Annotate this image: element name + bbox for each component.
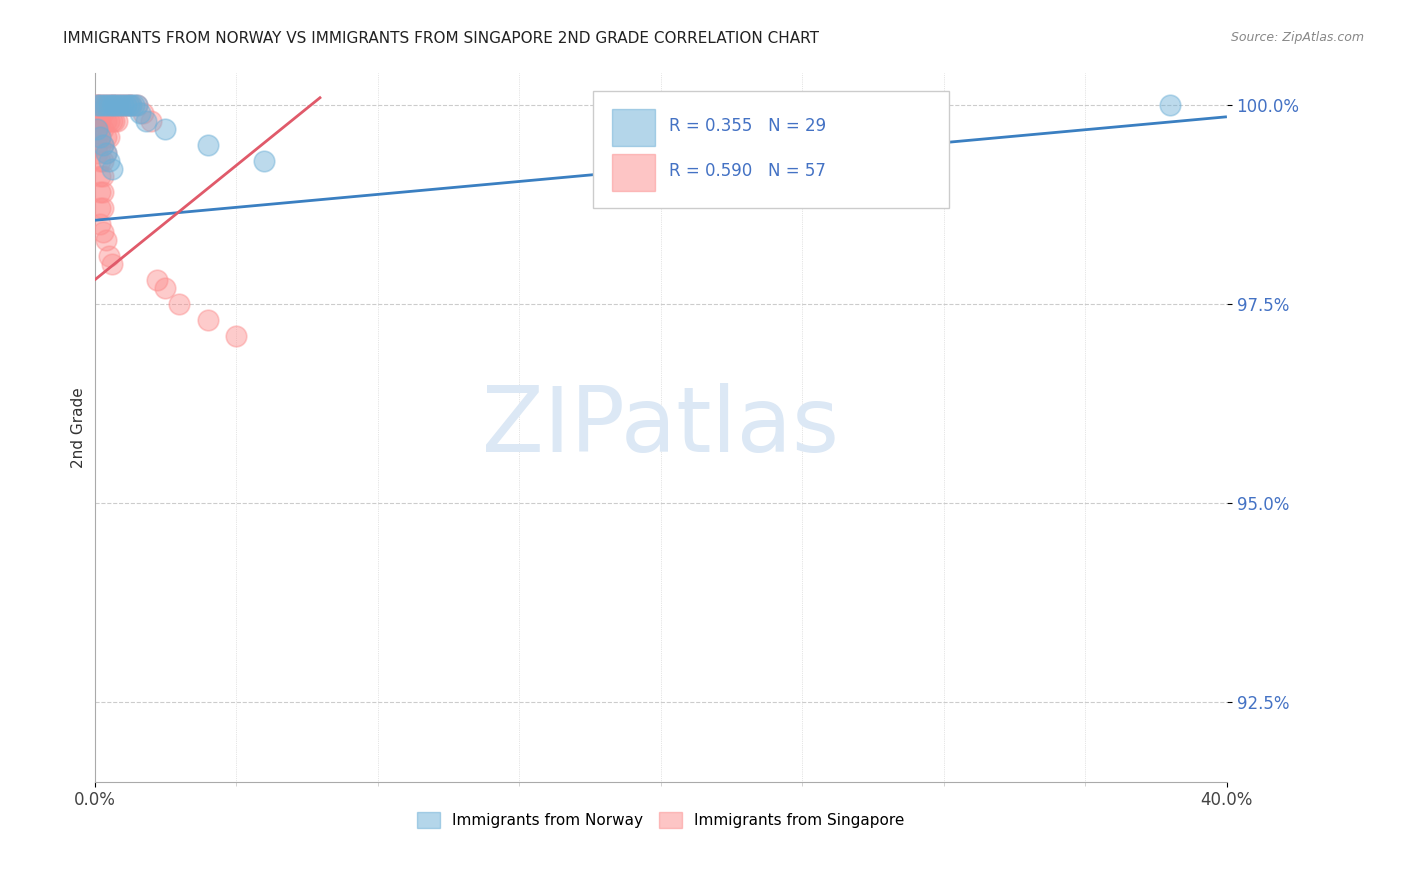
Point xyxy=(94,98,117,112)
Point xyxy=(593,98,616,112)
Y-axis label: 2nd Grade: 2nd Grade xyxy=(72,387,86,467)
Point xyxy=(103,98,125,112)
Legend: Immigrants from Norway, Immigrants from Singapore: Immigrants from Norway, Immigrants from … xyxy=(411,806,910,834)
Point xyxy=(120,98,142,112)
Point xyxy=(91,121,114,136)
Point xyxy=(94,113,117,128)
Point xyxy=(131,105,153,120)
Point xyxy=(86,105,108,120)
Point xyxy=(108,98,131,112)
Bar xyxy=(612,154,655,191)
Point xyxy=(876,98,898,112)
Point xyxy=(89,113,111,128)
Point xyxy=(89,129,111,144)
Point xyxy=(97,98,120,112)
Point xyxy=(103,98,125,112)
Point xyxy=(155,281,177,295)
Point xyxy=(100,113,122,128)
Point xyxy=(89,98,111,112)
Point xyxy=(122,98,145,112)
Point xyxy=(141,113,163,128)
Point xyxy=(89,129,111,144)
Point xyxy=(86,145,108,160)
Point xyxy=(105,98,128,112)
Point xyxy=(105,113,128,128)
Point xyxy=(114,98,136,112)
Point xyxy=(111,98,134,112)
Point xyxy=(89,202,111,216)
Point xyxy=(169,297,191,311)
Point xyxy=(100,257,122,271)
Point xyxy=(197,137,219,152)
Point xyxy=(89,217,111,231)
Point xyxy=(97,129,120,144)
Point xyxy=(1159,98,1181,112)
Point xyxy=(125,98,148,112)
Point xyxy=(86,129,108,144)
Point xyxy=(146,273,169,287)
Point xyxy=(94,233,117,247)
Point xyxy=(125,98,148,112)
Point xyxy=(225,328,247,343)
Point xyxy=(103,113,125,128)
Point xyxy=(97,98,120,112)
Point xyxy=(128,105,150,120)
Point xyxy=(111,98,134,112)
Point xyxy=(100,98,122,112)
Point xyxy=(86,121,108,136)
Point xyxy=(97,113,120,128)
Text: ZIPatlas: ZIPatlas xyxy=(482,384,839,471)
Point xyxy=(97,153,120,168)
FancyBboxPatch shape xyxy=(593,91,949,208)
Point xyxy=(100,98,122,112)
Text: R = 0.590   N = 57: R = 0.590 N = 57 xyxy=(669,162,825,180)
Point xyxy=(86,98,108,112)
Point xyxy=(89,105,111,120)
Point xyxy=(89,121,111,136)
Point xyxy=(94,145,117,160)
Point xyxy=(91,98,114,112)
Bar xyxy=(612,109,655,146)
Point xyxy=(89,98,111,112)
Point xyxy=(135,113,157,128)
Point xyxy=(100,161,122,176)
Point xyxy=(91,169,114,184)
Point xyxy=(86,98,108,112)
Point xyxy=(117,98,139,112)
Point xyxy=(86,98,108,112)
Point xyxy=(120,98,142,112)
Point xyxy=(91,225,114,239)
Point xyxy=(91,105,114,120)
Point xyxy=(94,129,117,144)
Point xyxy=(253,153,276,168)
Point xyxy=(89,153,111,168)
Point xyxy=(89,186,111,200)
Text: R = 0.355   N = 29: R = 0.355 N = 29 xyxy=(669,117,825,135)
Point xyxy=(114,98,136,112)
Point xyxy=(89,137,111,152)
Text: Source: ZipAtlas.com: Source: ZipAtlas.com xyxy=(1230,31,1364,45)
Point xyxy=(91,98,114,112)
Point xyxy=(91,137,114,152)
Text: IMMIGRANTS FROM NORWAY VS IMMIGRANTS FROM SINGAPORE 2ND GRADE CORRELATION CHART: IMMIGRANTS FROM NORWAY VS IMMIGRANTS FRO… xyxy=(63,31,820,46)
Point xyxy=(86,113,108,128)
Point xyxy=(197,313,219,327)
Point xyxy=(105,98,128,112)
Point xyxy=(117,98,139,112)
Point xyxy=(94,145,117,160)
Point xyxy=(91,186,114,200)
Point xyxy=(86,121,108,136)
Point xyxy=(86,137,108,152)
Point xyxy=(108,98,131,112)
Point xyxy=(94,98,117,112)
Point xyxy=(97,249,120,263)
Point xyxy=(91,137,114,152)
Point xyxy=(91,202,114,216)
Point xyxy=(89,169,111,184)
Point xyxy=(155,121,177,136)
Point xyxy=(91,153,114,168)
